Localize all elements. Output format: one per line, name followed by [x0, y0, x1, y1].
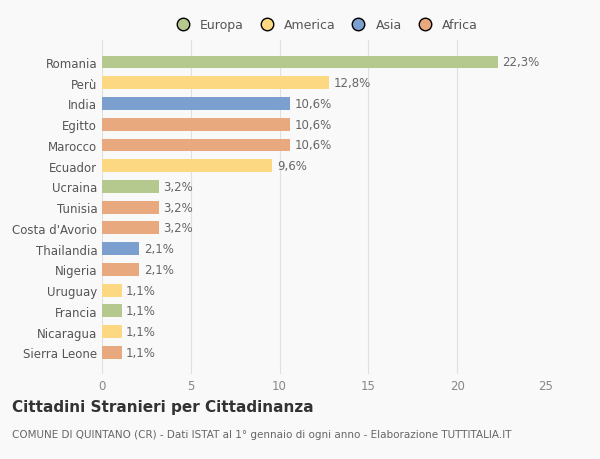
Bar	[102, 202, 159, 214]
Bar	[102, 56, 498, 69]
Bar	[102, 180, 159, 193]
Text: 3,2%: 3,2%	[163, 201, 193, 214]
Text: Cittadini Stranieri per Cittadinanza: Cittadini Stranieri per Cittadinanza	[12, 399, 314, 414]
Text: 10,6%: 10,6%	[295, 139, 332, 152]
Bar	[102, 77, 329, 90]
Text: 1,1%: 1,1%	[126, 305, 156, 318]
Legend: Europa, America, Asia, Africa: Europa, America, Asia, Africa	[165, 14, 483, 37]
Text: COMUNE DI QUINTANO (CR) - Dati ISTAT al 1° gennaio di ogni anno - Elaborazione T: COMUNE DI QUINTANO (CR) - Dati ISTAT al …	[12, 429, 511, 439]
Text: 10,6%: 10,6%	[295, 118, 332, 131]
Bar	[102, 118, 290, 131]
Text: 12,8%: 12,8%	[334, 77, 371, 90]
Bar	[102, 325, 122, 338]
Bar	[102, 284, 122, 297]
Bar	[102, 263, 139, 276]
Bar	[102, 139, 290, 152]
Text: 1,1%: 1,1%	[126, 284, 156, 297]
Text: 10,6%: 10,6%	[295, 98, 332, 111]
Text: 3,2%: 3,2%	[163, 222, 193, 235]
Bar	[102, 243, 139, 256]
Text: 1,1%: 1,1%	[126, 346, 156, 359]
Text: 3,2%: 3,2%	[163, 180, 193, 194]
Text: 1,1%: 1,1%	[126, 325, 156, 338]
Bar	[102, 305, 122, 318]
Bar	[102, 160, 272, 173]
Bar	[102, 346, 122, 359]
Text: 2,1%: 2,1%	[144, 263, 173, 276]
Bar	[102, 222, 159, 235]
Bar	[102, 98, 290, 111]
Text: 22,3%: 22,3%	[502, 56, 540, 69]
Text: 9,6%: 9,6%	[277, 160, 307, 173]
Text: 2,1%: 2,1%	[144, 243, 173, 256]
